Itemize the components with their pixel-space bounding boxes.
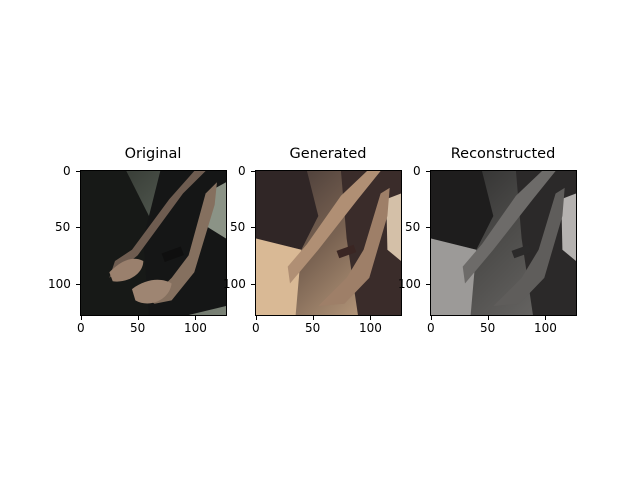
y-tick-label: 0 bbox=[63, 164, 71, 178]
x-tick-label: 0 bbox=[252, 321, 260, 335]
y-tick bbox=[426, 284, 430, 285]
x-tick bbox=[488, 316, 489, 320]
panel-title: Generated bbox=[289, 146, 367, 162]
y-tick-label: 0 bbox=[238, 164, 246, 178]
x-tick bbox=[256, 316, 257, 320]
y-tick bbox=[251, 284, 255, 285]
panel-title: Reconstructed bbox=[450, 146, 556, 162]
x-tick-label: 100 bbox=[359, 321, 382, 335]
y-tick-label: 0 bbox=[413, 164, 421, 178]
x-tick bbox=[138, 316, 139, 320]
x-tick-label: 0 bbox=[77, 321, 85, 335]
original-image bbox=[80, 170, 227, 316]
y-tick bbox=[426, 227, 430, 228]
x-tick-label: 100 bbox=[534, 321, 557, 335]
y-tick-label: 100 bbox=[223, 277, 246, 291]
x-tick bbox=[545, 316, 546, 320]
panel-title: Original bbox=[124, 146, 182, 162]
y-tick-label: 100 bbox=[398, 277, 421, 291]
x-tick bbox=[195, 316, 196, 320]
y-tick bbox=[426, 171, 430, 172]
x-tick-label: 50 bbox=[480, 321, 496, 335]
y-tick bbox=[76, 171, 80, 172]
x-tick-label: 50 bbox=[130, 321, 146, 335]
y-tick-label: 100 bbox=[48, 277, 71, 291]
y-tick-label: 50 bbox=[230, 220, 246, 234]
y-tick bbox=[251, 171, 255, 172]
y-tick-label: 50 bbox=[55, 220, 71, 234]
generated-image bbox=[255, 170, 402, 316]
x-tick-label: 50 bbox=[305, 321, 321, 335]
x-tick-label: 0 bbox=[427, 321, 435, 335]
x-tick bbox=[431, 316, 432, 320]
y-tick bbox=[251, 227, 255, 228]
y-tick bbox=[76, 284, 80, 285]
reconstructed-image bbox=[430, 170, 577, 316]
x-tick bbox=[81, 316, 82, 320]
x-tick bbox=[313, 316, 314, 320]
y-tick-label: 50 bbox=[405, 220, 421, 234]
x-tick-label: 100 bbox=[184, 321, 207, 335]
x-tick bbox=[370, 316, 371, 320]
y-tick bbox=[76, 227, 80, 228]
